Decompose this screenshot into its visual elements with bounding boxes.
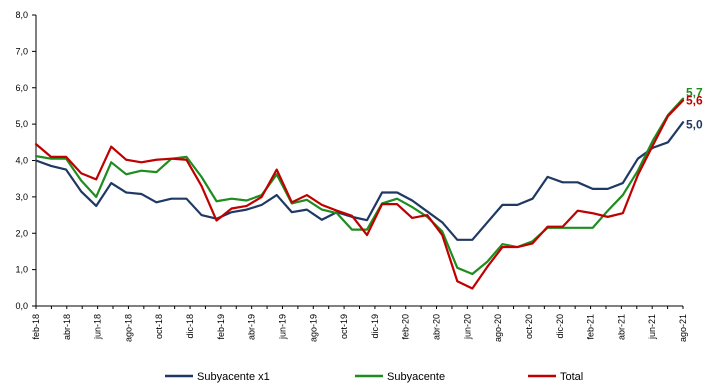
y-tick-label: 6,0 xyxy=(15,83,28,93)
x-tick-label: dic-20 xyxy=(555,314,565,339)
end-labels: 5,0 5,75,6 xyxy=(686,86,703,132)
legend: Subyacente x1 Subyacente Total xyxy=(165,371,583,383)
x-tick-label: feb-19 xyxy=(216,314,226,340)
x-tick-label: abr-18 xyxy=(62,314,72,340)
series-line-subyacente xyxy=(34,97,685,276)
y-tick-label: 8,0 xyxy=(15,10,28,20)
x-tick-label: ago-21 xyxy=(678,314,688,342)
y-tick-label: 3,0 xyxy=(15,192,28,202)
series-line-total xyxy=(34,99,685,290)
x-tick-label: dic-19 xyxy=(370,314,380,339)
x-tick-label: jun-21 xyxy=(647,314,657,340)
x-tick-label: feb-18 xyxy=(31,314,41,340)
x-tick-label: oct-20 xyxy=(524,314,534,339)
x-tick-label: jun-19 xyxy=(277,314,287,340)
series-line-subyacente-x1 xyxy=(34,121,685,241)
x-tick-label: ago-18 xyxy=(123,314,133,342)
y-tick-label: 5,0 xyxy=(15,119,28,129)
legend-label: Total xyxy=(560,371,583,383)
end-label-subyacente-x1: 5,0 xyxy=(686,117,703,131)
x-tick-label: abr-21 xyxy=(616,314,626,340)
series-lines xyxy=(34,97,685,290)
y-tick-label: 1,0 xyxy=(15,265,28,275)
y-tick-label: 4,0 xyxy=(15,156,28,166)
x-tick-label: jun-20 xyxy=(462,314,472,340)
y-axis-ticks: 0,0 1,0 2,0 3,0 4,0 5,0 6,0 7,0 8,0 xyxy=(15,10,36,311)
x-tick-label: feb-20 xyxy=(401,314,411,340)
y-tick-label: 2,0 xyxy=(15,228,28,238)
legend-label: Subyacente xyxy=(387,371,445,383)
x-tick-label: abr-20 xyxy=(432,314,442,340)
x-tick-label: ago-20 xyxy=(493,314,503,342)
x-tick-label: oct-18 xyxy=(154,314,164,339)
legend-label: Subyacente x1 xyxy=(197,371,270,383)
x-tick-label: jun-18 xyxy=(93,314,103,340)
x-axis-ticks: feb-18 abr-18 jun-18 ago-18 oct-18 dic-18 feb-… xyxy=(31,306,688,342)
x-tick-label: oct-19 xyxy=(339,314,349,339)
y-tick-label: 7,0 xyxy=(15,46,28,56)
x-tick-label: dic-18 xyxy=(185,314,195,339)
end-label-total: 5,6 xyxy=(686,93,703,107)
end-label-subyacente: 5,7 xyxy=(686,86,703,100)
x-tick-label: ago-19 xyxy=(308,314,318,342)
x-tick-label: abr-19 xyxy=(247,314,257,340)
y-tick-label: 0,0 xyxy=(15,301,28,311)
x-tick-label: feb-21 xyxy=(586,314,596,340)
